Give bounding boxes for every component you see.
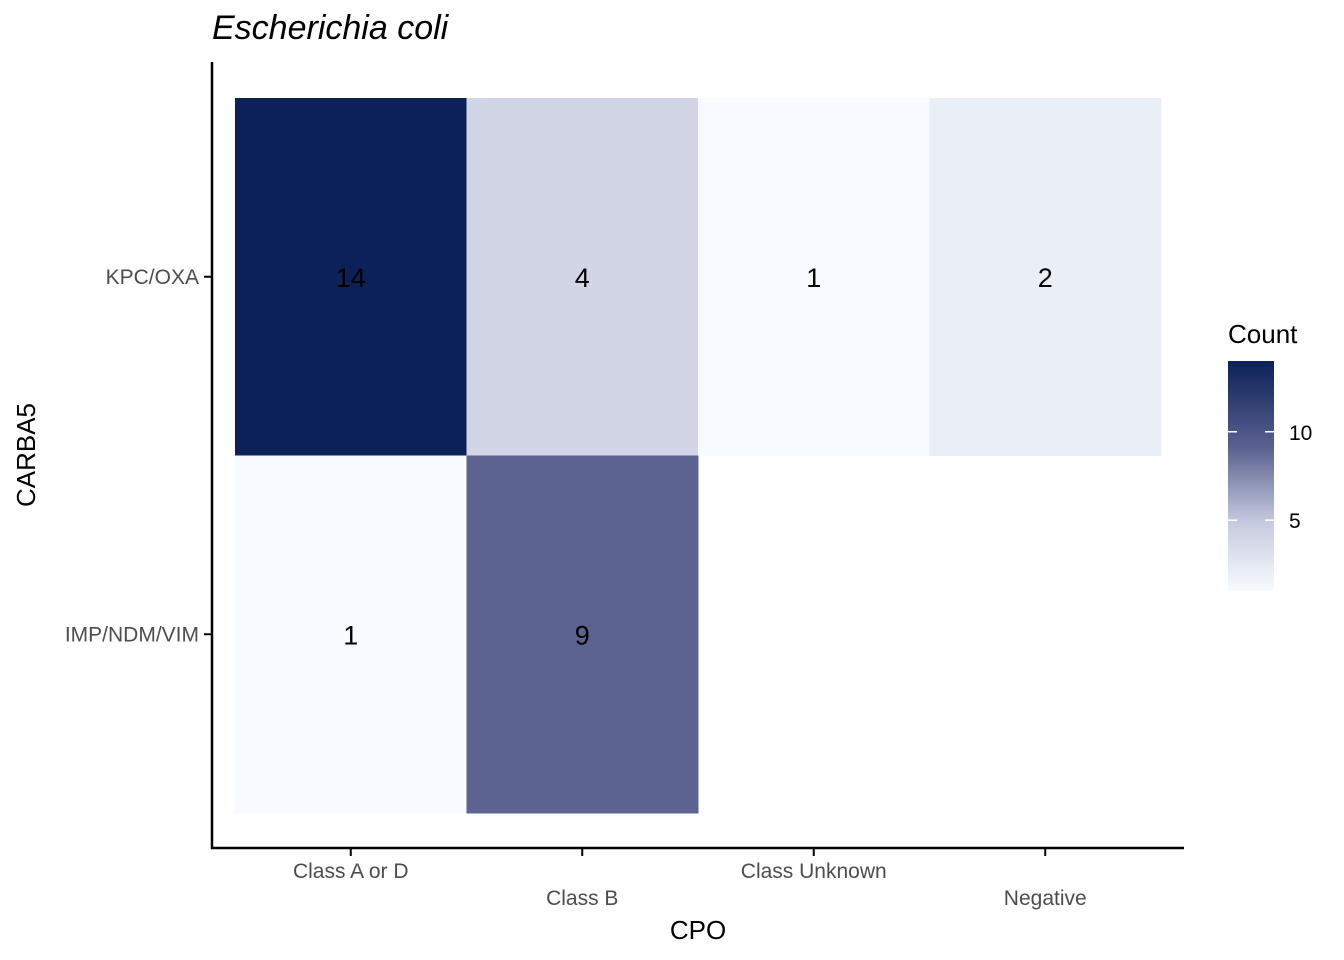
cell-value-label: 1 — [343, 620, 358, 650]
heatmap-cells — [235, 98, 1162, 814]
heatmap-cell — [929, 98, 1162, 456]
x-axis-ticks: Class A or D Class B Class Unknown Negative — [293, 848, 1087, 910]
cell-value-label: 1 — [806, 263, 821, 293]
x-tick-label: Negative — [1004, 887, 1087, 910]
cell-value-label: 4 — [575, 263, 590, 293]
x-tick-label: Class Unknown — [741, 860, 887, 883]
color-legend: Count 5 10 — [1228, 319, 1312, 591]
x-axis-title: CPO — [670, 915, 726, 945]
cell-value-labels: 14 4 1 2 1 9 — [336, 263, 1053, 651]
y-tick-label: KPC/OXA — [106, 266, 199, 289]
heatmap-cell — [235, 455, 467, 814]
y-axis-ticks: KPC/OXA IMP/NDM/VIM — [65, 266, 212, 646]
chart-title: Escherichia coli — [212, 9, 450, 47]
x-tick-label: Class B — [546, 887, 618, 910]
heatmap-cell — [466, 98, 699, 456]
legend-tick-label: 5 — [1289, 510, 1301, 533]
legend-ticks: 5 10 — [1228, 422, 1312, 533]
cell-value-label: 9 — [575, 620, 590, 650]
cell-value-label: 14 — [336, 263, 366, 293]
legend-tick-label: 10 — [1289, 422, 1312, 445]
heatmap-cell — [235, 98, 467, 456]
cell-value-label: 2 — [1038, 263, 1053, 293]
x-tick-label: Class A or D — [293, 860, 409, 883]
heatmap-cell — [466, 455, 699, 814]
legend-title: Count — [1228, 319, 1298, 349]
legend-colorbar — [1228, 361, 1274, 591]
heatmap-cell — [698, 98, 930, 456]
y-tick-label: IMP/NDM/VIM — [65, 623, 199, 646]
y-axis-title: CARBA5 — [11, 403, 41, 507]
